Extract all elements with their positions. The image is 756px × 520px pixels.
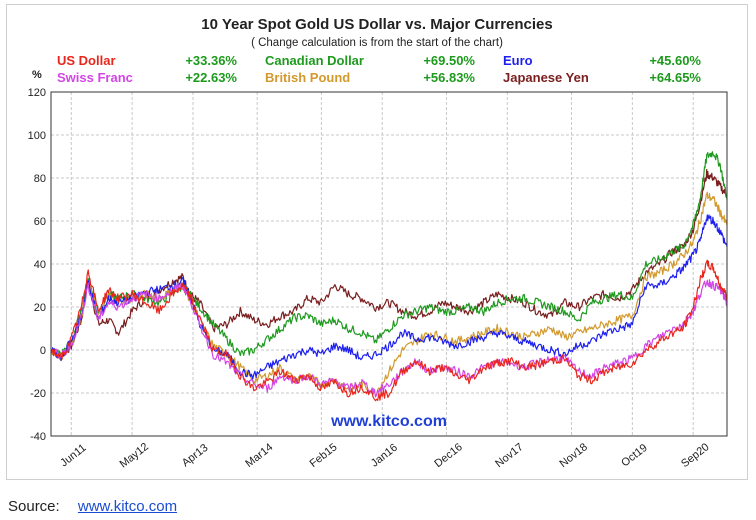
legend-change: +45.60% xyxy=(649,53,701,68)
y-tick-label: 40 xyxy=(34,259,46,271)
y-tick-label: 100 xyxy=(28,130,46,142)
x-tick-label: Apr13 xyxy=(180,442,211,470)
legend-change: +64.65% xyxy=(649,70,701,85)
x-tick-label: Mar14 xyxy=(243,441,275,470)
chart-subtitle: ( Change calculation is from the start o… xyxy=(251,37,503,49)
series-line-swiss-franc xyxy=(50,279,728,398)
legend-name: Swiss Franc xyxy=(57,70,133,85)
legend-name: Canadian Dollar xyxy=(265,53,364,68)
y-tick-label: 20 xyxy=(34,302,46,314)
series-line-japanese-yen xyxy=(50,169,728,360)
series-line-euro xyxy=(50,214,728,380)
y-tick-label: 0 xyxy=(40,345,46,357)
legend-name: Euro xyxy=(503,53,533,68)
x-tick-label: Feb15 xyxy=(308,441,340,470)
x-tick-label: Nov17 xyxy=(493,441,525,470)
source-line: Source: www.kitco.com xyxy=(8,498,177,515)
x-tick-label: Sep20 xyxy=(679,441,711,470)
legend-name: British Pound xyxy=(265,70,350,85)
watermark: www.kitco.com xyxy=(330,413,447,430)
legend-name: Japanese Yen xyxy=(503,70,589,85)
chart-frame: 10 Year Spot Gold US Dollar vs. Major Cu… xyxy=(6,4,748,480)
y-axis-label: % xyxy=(32,69,42,81)
legend-change: +22.63% xyxy=(185,70,237,85)
y-tick-label: 60 xyxy=(34,216,46,228)
x-tick-label: Jun11 xyxy=(58,442,88,469)
source-link[interactable]: www.kitco.com xyxy=(77,498,178,515)
plot-border xyxy=(50,91,728,437)
legend: US Dollar +33.36% Canadian Dollar +69.50% Eu… xyxy=(57,53,701,85)
legend-change: +33.36% xyxy=(185,53,237,68)
legend-change: +69.50% xyxy=(423,53,475,68)
legend-name: US Dollar xyxy=(57,53,116,68)
x-tick-label: Dec16 xyxy=(432,441,464,470)
x-tick-label: Nov18 xyxy=(557,441,589,470)
x-tick-label: May12 xyxy=(118,441,151,471)
y-tick-label: 80 xyxy=(34,173,46,185)
series-line-british-pound xyxy=(50,191,728,397)
x-tick-label: Oct19 xyxy=(619,442,650,470)
y-tick-label: -20 xyxy=(30,388,46,400)
y-tick-label: 120 xyxy=(28,87,46,99)
source-label: Source: xyxy=(8,498,60,515)
legend-change: +56.83% xyxy=(423,70,475,85)
plot-area: -40 -20 0 20 40 60 80 100 120 Jun11 May12 Apr13 Mar1… xyxy=(28,87,728,471)
y-tick-label: -40 xyxy=(30,431,46,443)
chart-title: 10 Year Spot Gold US Dollar vs. Major Cu… xyxy=(201,16,553,33)
series-line-us-dollar xyxy=(50,259,728,402)
gold-chart: 10 Year Spot Gold US Dollar vs. Major Cu… xyxy=(28,16,728,471)
x-tick-label: Jan16 xyxy=(369,442,400,470)
